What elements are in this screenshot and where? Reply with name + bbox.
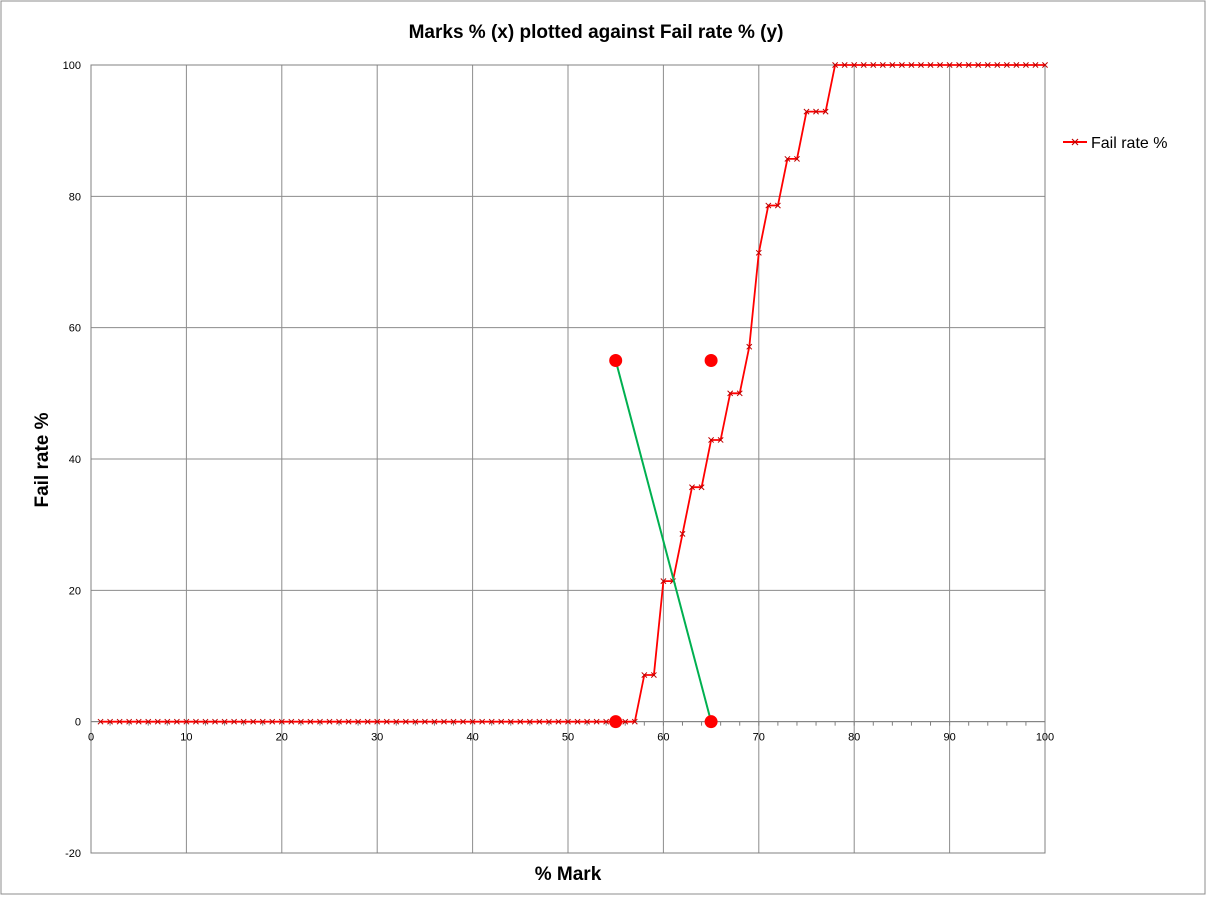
annotation-dot <box>705 354 718 367</box>
y-tick-label: 60 <box>69 323 81 335</box>
y-tick-label: 40 <box>69 454 81 466</box>
y-tick-label: 100 <box>63 60 81 72</box>
y-tick-label: -20 <box>65 848 81 860</box>
x-tick-label: 60 <box>657 732 669 744</box>
x-tick-label: 90 <box>943 732 955 744</box>
x-tick-label: 70 <box>753 732 765 744</box>
x-tick-label: 0 <box>88 732 94 744</box>
x-tick-label: 50 <box>562 732 574 744</box>
y-axis-title: Fail rate % <box>32 412 53 507</box>
x-tick-label: 100 <box>1036 732 1054 744</box>
x-axis-title: % Mark <box>535 864 602 885</box>
x-tick-label: 80 <box>848 732 860 744</box>
annotation-dot <box>705 715 718 728</box>
y-tick-label: 80 <box>69 191 81 203</box>
chart-title: Marks % (x) plotted against Fail rate % … <box>409 22 784 43</box>
x-tick-label: 10 <box>180 732 192 744</box>
legend-label: Fail rate % <box>1091 135 1167 152</box>
y-tick-label: 20 <box>69 585 81 597</box>
annotation-dot <box>609 354 622 367</box>
x-tick-label: 40 <box>466 732 478 744</box>
x-tick-label: 20 <box>276 732 288 744</box>
annotation-dot <box>609 715 622 728</box>
y-tick-label: 0 <box>75 717 81 729</box>
x-tick-label: 30 <box>371 732 383 744</box>
